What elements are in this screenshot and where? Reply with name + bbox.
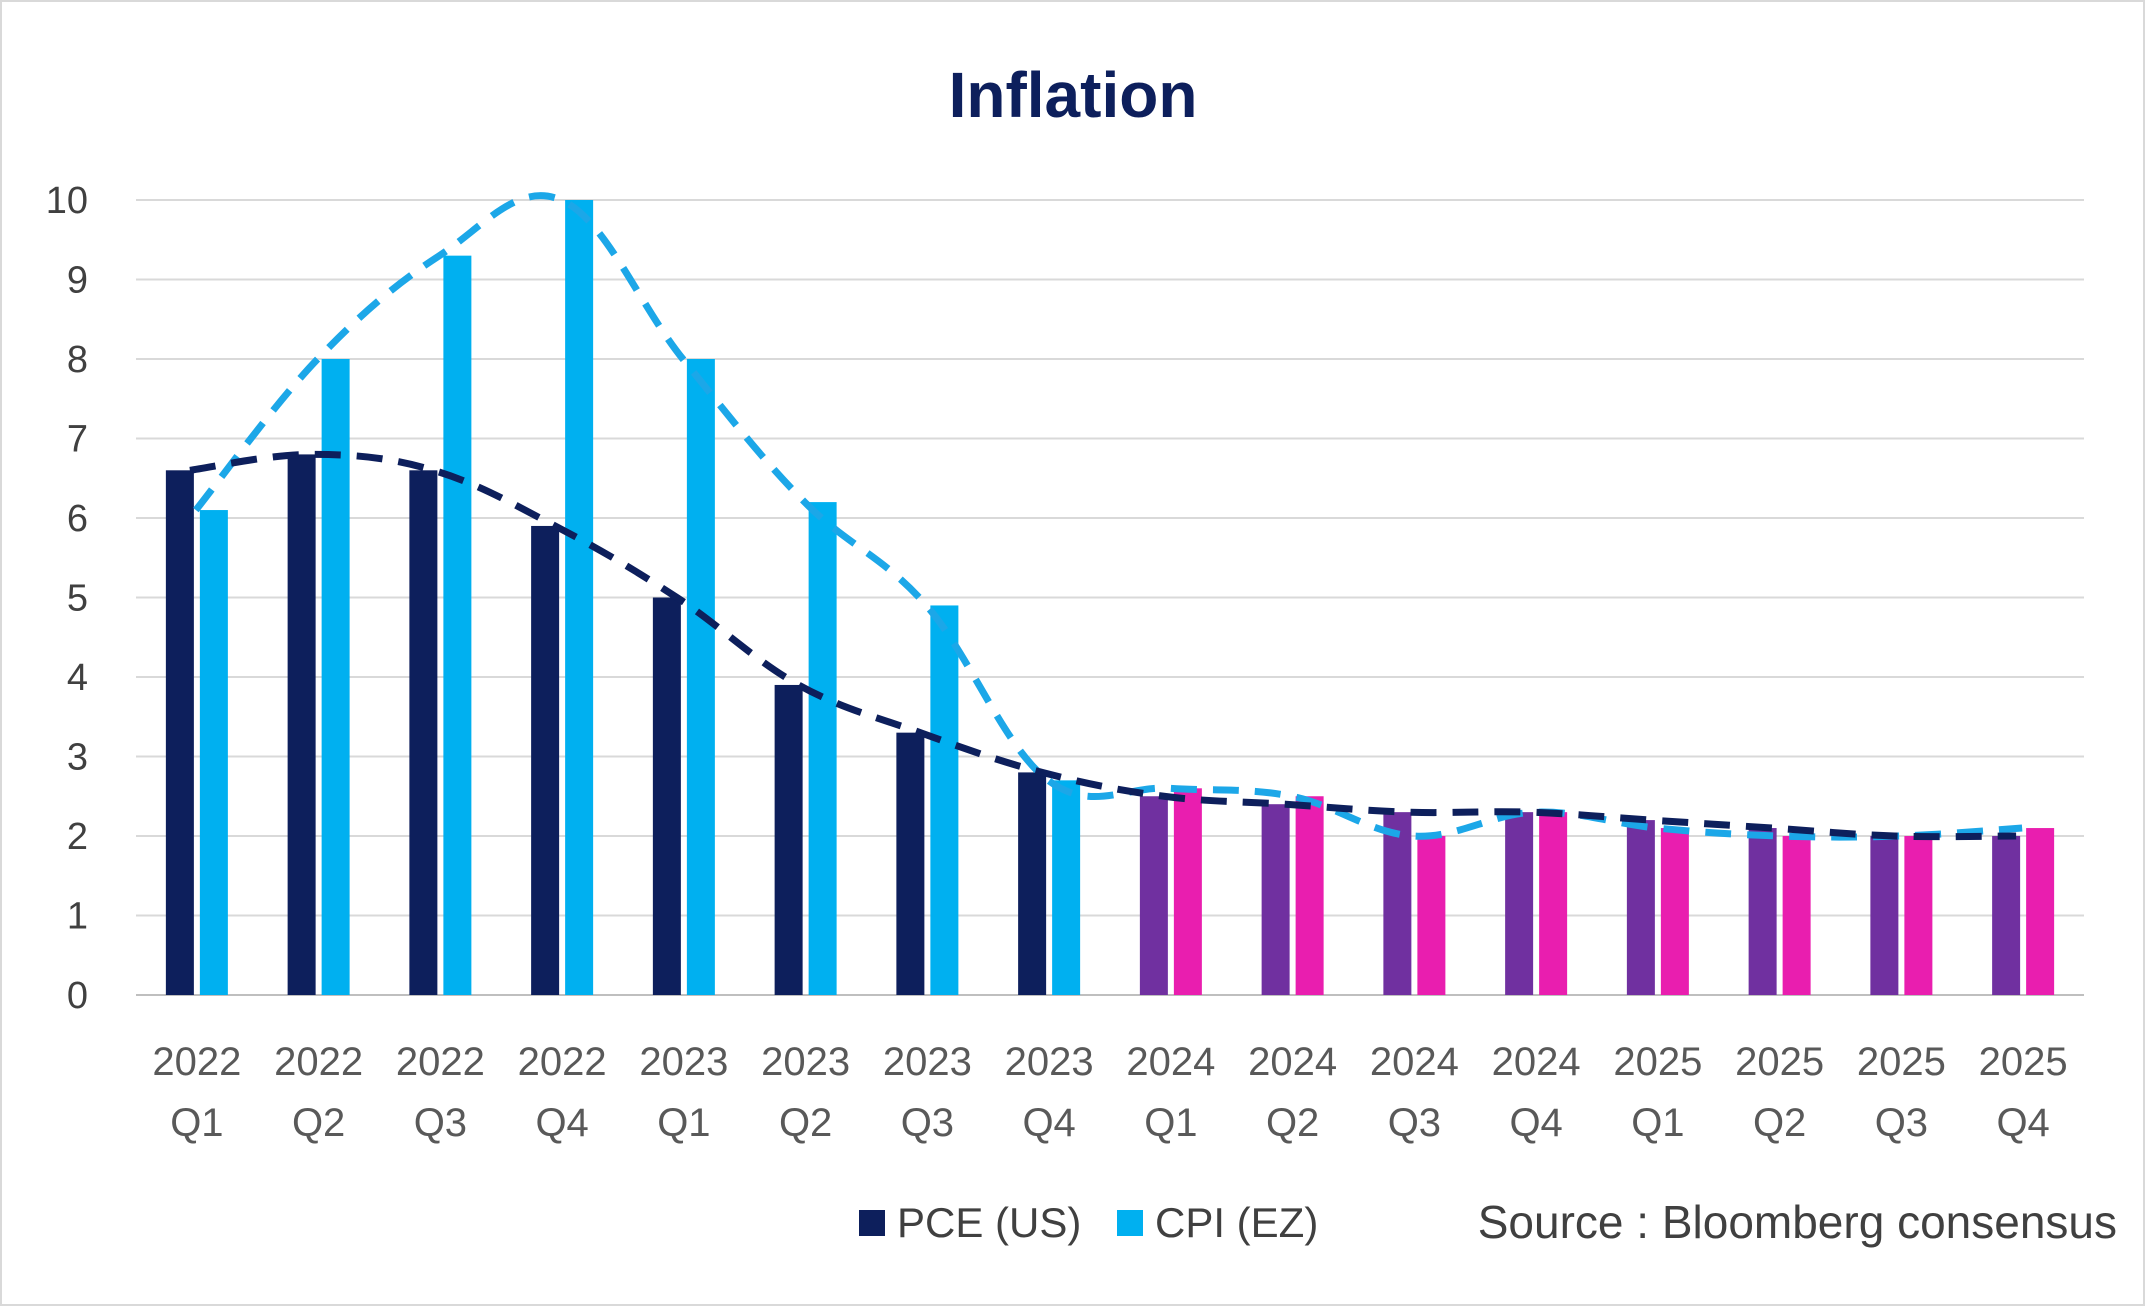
trendlines: [189, 192, 2023, 841]
bar-pce: [1626, 820, 1655, 995]
bar-pce: [1139, 796, 1168, 995]
bar-cpi: [1173, 788, 1202, 995]
bar-cpi: [1904, 836, 1933, 995]
bar-pce: [1748, 828, 1777, 995]
legend-swatch-pce: [859, 1210, 885, 1236]
bar-pce: [1505, 812, 1534, 995]
bar-cpi: [565, 200, 594, 995]
x-tick-quarter: Q1: [1631, 1101, 1684, 1145]
x-tick-quarter: Q1: [170, 1101, 223, 1145]
bar-pce: [287, 454, 316, 995]
x-tick-year: 2025: [1735, 1040, 1824, 1084]
bar-pce: [774, 684, 803, 995]
y-tick-label: 8: [67, 339, 88, 381]
x-tick-year: 2023: [883, 1040, 972, 1084]
y-tick-label: 6: [67, 498, 88, 540]
x-tick-quarter: Q4: [535, 1101, 588, 1145]
bar-cpi: [808, 502, 837, 995]
x-tick-year: 2024: [1370, 1040, 1459, 1084]
x-tick-year: 2022: [518, 1040, 607, 1084]
bar-pce: [1383, 812, 1412, 995]
bar-cpi: [1660, 828, 1689, 995]
bars: [165, 200, 2055, 995]
source-note: Source : Bloomberg consensus: [1478, 1196, 2117, 1248]
y-tick-label: 7: [67, 419, 88, 461]
bar-cpi: [1417, 836, 1446, 995]
x-tick-quarter: Q4: [1509, 1101, 1562, 1145]
y-tick-label: 2: [67, 816, 88, 858]
y-tick-label: 0: [67, 975, 88, 1017]
x-tick-quarter: Q3: [1388, 1101, 1441, 1145]
y-tick-label: 5: [67, 578, 88, 620]
x-tick-quarter: Q3: [901, 1101, 954, 1145]
y-tick-label: 4: [67, 657, 88, 699]
x-tick-quarter: Q1: [1144, 1101, 1197, 1145]
x-tick-quarter: Q2: [1266, 1101, 1319, 1145]
trendline-pce: [189, 450, 2017, 841]
x-tick-year: 2024: [1126, 1040, 1215, 1084]
x-tick-year: 2025: [1613, 1040, 1702, 1084]
x-tick-quarter: Q1: [657, 1101, 710, 1145]
x-tick-year: 2024: [1248, 1040, 1337, 1084]
bar-cpi: [686, 359, 715, 995]
x-axis-ticks: 2022 Q1 2022 Q2 2022 Q3 2022 Q4 2023 Q1 2023 Q2 2023…: [152, 1040, 2067, 1145]
x-tick-quarter: Q4: [1996, 1101, 2049, 1145]
x-tick-quarter: Q3: [414, 1101, 467, 1145]
bar-cpi: [1782, 836, 1811, 995]
bar-cpi: [443, 255, 472, 995]
legend: PCE (US) CPI (EZ): [859, 1199, 1318, 1246]
bar-cpi: [1052, 780, 1081, 995]
x-tick-quarter: Q4: [1022, 1101, 1075, 1145]
bar-pce: [1992, 836, 2021, 995]
chart-title: Inflation: [949, 59, 1198, 131]
bar-pce: [531, 525, 560, 995]
y-tick-label: 10: [46, 180, 88, 222]
bar-pce: [1018, 772, 1047, 995]
y-axis-ticks: 0 1 2 3 4 5 6 7 8 9 10: [46, 180, 88, 1017]
bar-pce: [1261, 804, 1290, 995]
legend-swatch-cpi: [1117, 1210, 1143, 1236]
x-tick-year: 2024: [1492, 1040, 1581, 1084]
bar-cpi: [1539, 812, 1568, 995]
bar-cpi: [1295, 796, 1324, 995]
bar-pce: [409, 470, 438, 995]
x-tick-quarter: Q2: [779, 1101, 832, 1145]
bar-cpi: [930, 605, 959, 995]
x-tick-year: 2022: [396, 1040, 485, 1084]
x-tick-year: 2023: [639, 1040, 728, 1084]
bar-pce: [1870, 836, 1899, 995]
x-tick-year: 2025: [1857, 1040, 1946, 1084]
bar-pce: [896, 732, 925, 995]
legend-label-pce: PCE (US): [897, 1199, 1081, 1246]
bar-cpi: [2026, 828, 2055, 995]
y-tick-label: 3: [67, 737, 88, 779]
y-tick-label: 1: [67, 896, 88, 938]
y-tick-label: 9: [67, 260, 88, 302]
x-tick-year: 2022: [274, 1040, 363, 1084]
legend-label-cpi: CPI (EZ): [1155, 1199, 1318, 1246]
x-tick-year: 2022: [152, 1040, 241, 1084]
x-tick-quarter: Q2: [292, 1101, 345, 1145]
x-tick-year: 2023: [761, 1040, 850, 1084]
x-tick-quarter: Q2: [1753, 1101, 1806, 1145]
bar-pce: [165, 470, 194, 995]
bar-cpi: [321, 359, 350, 995]
bar-cpi: [199, 510, 228, 995]
x-tick-year: 2023: [1005, 1040, 1094, 1084]
bar-pce: [652, 597, 681, 995]
x-tick-quarter: Q3: [1875, 1101, 1928, 1145]
x-tick-year: 2025: [1979, 1040, 2068, 1084]
